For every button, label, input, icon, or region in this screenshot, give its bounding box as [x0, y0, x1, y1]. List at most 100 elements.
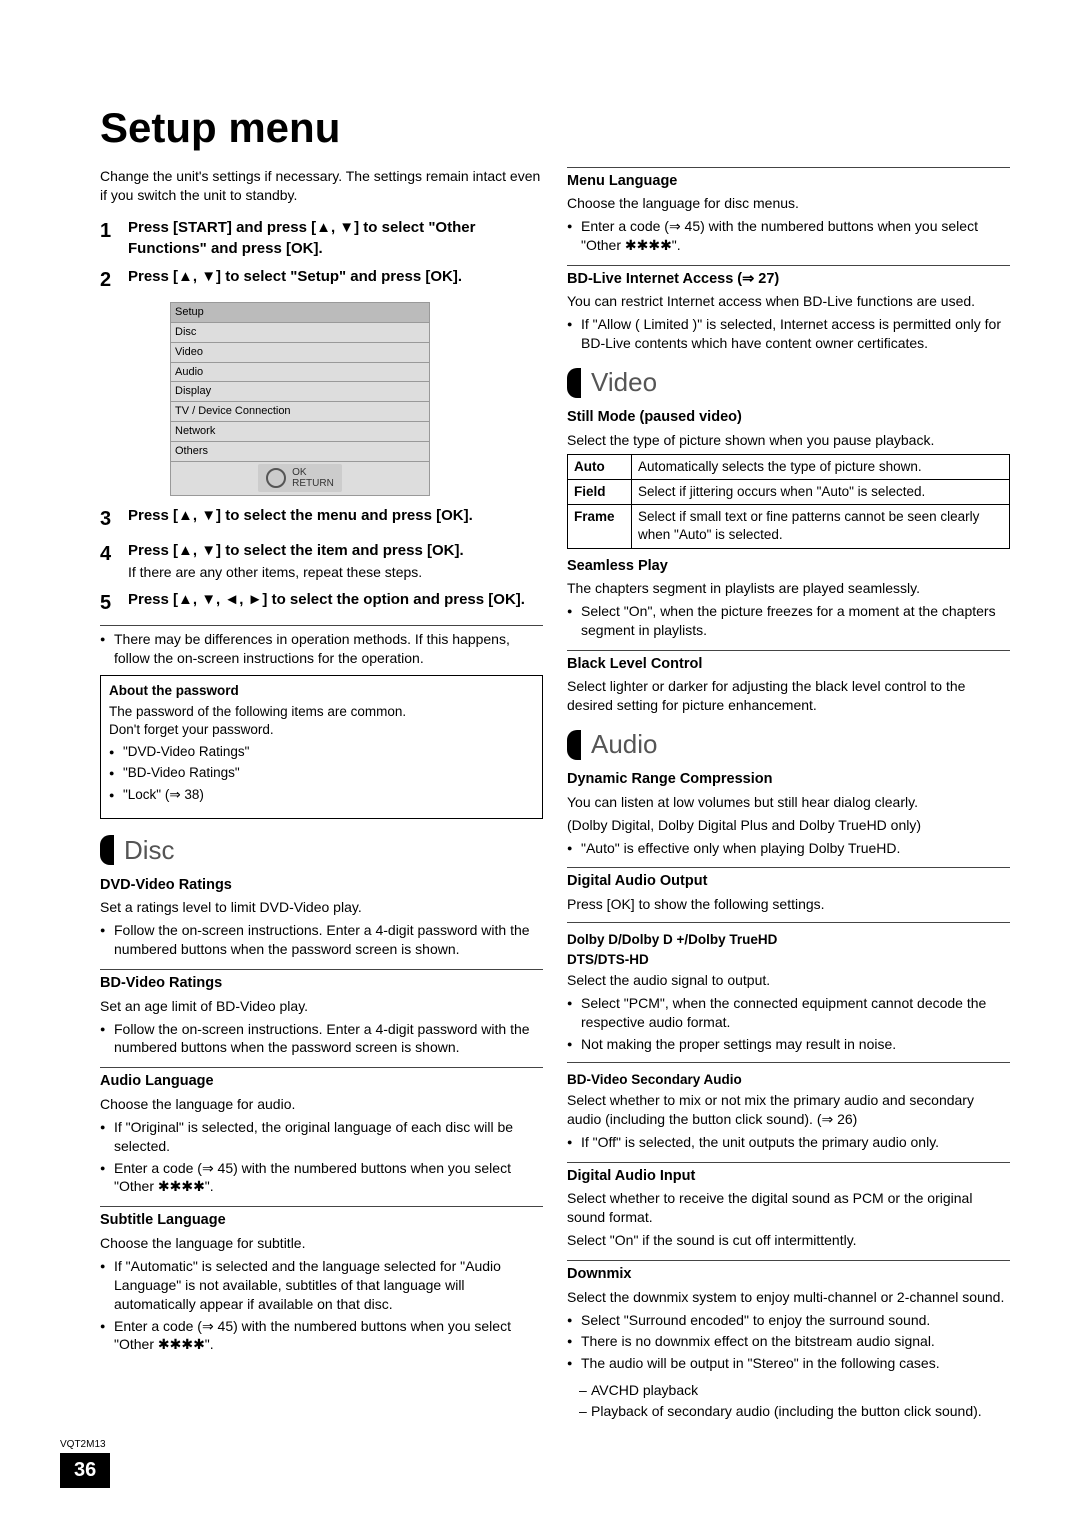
downmix-para: Select the downmix system to enjoy multi…: [567, 1288, 1010, 1307]
still-mode-table: Auto Automatically selects the type of p…: [567, 454, 1010, 549]
bullet: If "Off" is selected, the unit outputs t…: [567, 1133, 1010, 1152]
operation-note: There may be differences in operation me…: [100, 630, 543, 668]
bullet: Enter a code (⇒ 45) with the numbered bu…: [100, 1159, 543, 1197]
step-2: 2 Press [▲, ▼] to select "Setup" and pre…: [100, 267, 543, 294]
step-note: If there are any other items, repeat the…: [128, 563, 464, 582]
note-item: There may be differences in operation me…: [100, 630, 543, 668]
section-video: Video: [567, 365, 1010, 400]
drc-sub: (Dolby Digital, Dolby Digital Plus and D…: [567, 816, 1010, 835]
step-text: Press [▲, ▼, ◄, ►] to select the option …: [128, 590, 525, 617]
digital-in-head: Digital Audio Input: [567, 1162, 1010, 1187]
section-title: Video: [591, 365, 657, 400]
step-text: Press [▲, ▼] to select the item and pres…: [128, 542, 464, 559]
bullet: "Auto" is effective only when playing Do…: [567, 839, 1010, 858]
subtitle-lang-para: Choose the language for subtitle.: [100, 1234, 543, 1253]
section-title: Audio: [591, 727, 658, 762]
downmix-head: Downmix: [567, 1260, 1010, 1285]
step-num: 5: [100, 590, 118, 617]
black-level-head: Black Level Control: [567, 650, 1010, 675]
drc-para: You can listen at low volumes but still …: [567, 793, 1010, 812]
password-box: About the password The password of the f…: [100, 675, 543, 818]
digital-in-para: Select whether to receive the digital so…: [567, 1189, 1010, 1227]
bullet: Select "Surround encoded" to enjoy the s…: [567, 1311, 1010, 1330]
drc-head: Dynamic Range Compression: [567, 770, 1010, 790]
opt-key: Frame: [568, 505, 632, 548]
step-text: Press [▲, ▼] to select "Setup" and press…: [128, 267, 462, 294]
section-disc: Disc: [100, 833, 543, 868]
dvd-ratings-para: Set a ratings level to limit DVD-Video p…: [100, 898, 543, 917]
black-level-para: Select lighter or darker for adjusting t…: [567, 677, 1010, 715]
setup-row: Video: [171, 342, 430, 362]
step-1: 1 Press [START] and press [▲, ▼] to sele…: [100, 218, 543, 259]
bullet: Enter a code (⇒ 45) with the numbered bu…: [100, 1317, 543, 1355]
section-bar-icon: [567, 730, 581, 760]
step-text: Press [START] and press [▲, ▼] to select…: [128, 218, 543, 259]
bullet: The audio will be output in "Stereo" in …: [567, 1354, 1010, 1373]
opt-key: Auto: [568, 454, 632, 479]
section-bar-icon: [567, 368, 581, 398]
section-bar-icon: [100, 835, 114, 865]
menu-lang-para: Choose the language for disc menus.: [567, 194, 1010, 213]
step-3: 3 Press [▲, ▼] to select the menu and pr…: [100, 506, 543, 533]
setup-row: Disc: [171, 322, 430, 342]
bullet: If "Automatic" is selected and the langu…: [100, 1257, 543, 1314]
dash-item: AVCHD playback: [579, 1381, 1010, 1400]
step-num: 3: [100, 506, 118, 533]
remote-ok: OK: [292, 467, 306, 478]
bullet: If "Original" is selected, the original …: [100, 1118, 543, 1156]
audio-lang-head: Audio Language: [100, 1067, 543, 1092]
dash-item: Playback of secondary audio (including t…: [579, 1402, 1010, 1421]
digital-out-para: Press [OK] to show the following setting…: [567, 895, 1010, 914]
divider: [567, 1062, 1010, 1063]
dvd-ratings-head: DVD-Video Ratings: [100, 876, 543, 896]
bullet: Follow the on-screen instructions. Enter…: [100, 1020, 543, 1058]
setup-row: Others: [171, 441, 430, 461]
step-num: 2: [100, 267, 118, 294]
password-item: "Lock" (⇒ 38): [109, 786, 534, 804]
setup-row: Audio: [171, 362, 430, 382]
step-num: 4: [100, 541, 118, 582]
dolby-para: Select the audio signal to output.: [567, 971, 1010, 990]
remote-return: RETURN: [292, 478, 334, 489]
bd-ratings-head: BD-Video Ratings: [100, 969, 543, 994]
remote-dpad-icon: [266, 468, 286, 488]
opt-val: Automatically selects the type of pictur…: [632, 454, 1010, 479]
opt-key: Field: [568, 479, 632, 504]
step-text: Press [▲, ▼] to select the menu and pres…: [128, 506, 473, 533]
bullet: Follow the on-screen instructions. Enter…: [100, 921, 543, 959]
bd-sec-audio-title: BD-Video Secondary Audio: [567, 1071, 1010, 1089]
step-5: 5 Press [▲, ▼, ◄, ►] to select the optio…: [100, 590, 543, 617]
opt-val: Select if small text or fine patterns ca…: [632, 505, 1010, 548]
setup-row: Display: [171, 382, 430, 402]
step-4: 4 Press [▲, ▼] to select the item and pr…: [100, 541, 543, 582]
setup-menu-table: Setup Disc Video Audio Display TV / Devi…: [170, 302, 430, 496]
doc-code: VQT2M13: [60, 1438, 110, 1452]
left-column: Change the unit's settings if necessary.…: [100, 167, 543, 1423]
step-num: 1: [100, 218, 118, 259]
seamless-para: The chapters segment in playlists are pl…: [567, 579, 1010, 598]
divider: [100, 625, 543, 626]
setup-head: Setup: [171, 302, 430, 322]
setup-row: TV / Device Connection: [171, 402, 430, 422]
bullet: Select "On", when the picture freezes fo…: [567, 602, 1010, 640]
digital-in-sub: Select "On" if the sound is cut off inte…: [567, 1231, 1010, 1250]
bdlive-head: BD-Live Internet Access (⇒ 27): [567, 265, 1010, 290]
opt-val: Select if jittering occurs when "Auto" i…: [632, 479, 1010, 504]
remote-hint: OK RETURN: [171, 461, 430, 495]
step-list: 1 Press [START] and press [▲, ▼] to sele…: [100, 218, 543, 294]
menu-lang-head: Menu Language: [567, 167, 1010, 192]
still-mode-head: Still Mode (paused video): [567, 408, 1010, 428]
password-item: "BD-Video Ratings": [109, 764, 534, 782]
password-sub: Don't forget your password.: [109, 721, 534, 739]
divider: [567, 922, 1010, 923]
intro-text: Change the unit's settings if necessary.…: [100, 167, 543, 205]
dolby-title: Dolby D/Dolby D +/Dolby TrueHD: [567, 931, 1010, 949]
page-footer: VQT2M13 36: [60, 1438, 110, 1489]
section-audio: Audio: [567, 727, 1010, 762]
password-box-title: About the password: [109, 682, 534, 700]
section-title: Disc: [124, 833, 175, 868]
right-column: Menu Language Choose the language for di…: [567, 167, 1010, 1423]
bullet: Enter a code (⇒ 45) with the numbered bu…: [567, 217, 1010, 255]
bullet: There is no downmix effect on the bitstr…: [567, 1332, 1010, 1351]
bd-sec-audio-para: Select whether to mix or not mix the pri…: [567, 1091, 1010, 1129]
